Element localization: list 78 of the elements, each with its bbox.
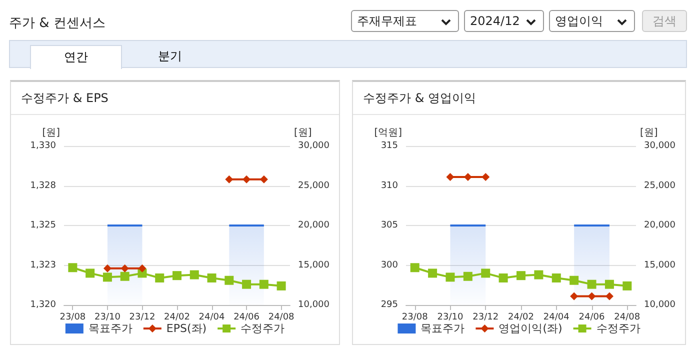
dropdown-field: 주재무제표 bbox=[351, 10, 459, 32]
x-tick-label: 24/06 bbox=[234, 312, 260, 322]
legend-label: 수정주가 bbox=[596, 322, 640, 335]
x-tick-label: 24/06 bbox=[578, 312, 606, 322]
x-tick-label: 23/12 bbox=[472, 312, 499, 322]
point bbox=[570, 276, 579, 285]
point bbox=[259, 280, 268, 289]
point bbox=[622, 281, 632, 290]
y2-tick-label: 10,000 bbox=[298, 300, 330, 310]
y-tick-label: 300 bbox=[380, 260, 398, 270]
point bbox=[102, 272, 112, 282]
point bbox=[587, 280, 596, 289]
dropdown-field: 2024/12 bbox=[464, 10, 544, 32]
legend-label: 영업이익(좌) bbox=[498, 322, 562, 335]
x-tick-label: 23/10 bbox=[437, 312, 464, 322]
x-tick-label: 24/02 bbox=[508, 312, 534, 322]
y-tick-label: 315 bbox=[380, 141, 398, 151]
y-axis-title: [억원] bbox=[374, 128, 402, 138]
point bbox=[120, 272, 130, 281]
point bbox=[604, 280, 614, 289]
text: 주가 & 컨센서스 bbox=[9, 15, 106, 32]
legend-label: 목표주가 bbox=[420, 322, 465, 335]
y2-tick-label: 30,000 bbox=[298, 141, 330, 151]
y2-tick-label: 15,000 bbox=[644, 260, 676, 270]
y-tick-label: 310 bbox=[380, 180, 398, 191]
point bbox=[242, 280, 252, 289]
point bbox=[410, 263, 420, 272]
y2-tick-label: 25,000 bbox=[298, 180, 330, 191]
point bbox=[481, 268, 490, 278]
x-tick-label: 23/08 bbox=[60, 312, 86, 322]
x-tick-label: 24/08 bbox=[614, 312, 640, 322]
y-tick-label: 1,323 bbox=[30, 260, 56, 270]
y2-tick-label: 20,000 bbox=[644, 220, 676, 230]
y2-tick-label: 10,000 bbox=[644, 300, 676, 310]
y2-axis-title: [원] bbox=[294, 128, 312, 138]
dropdown-field: 영업이익 bbox=[549, 10, 635, 32]
legend-label: 목표주가 bbox=[88, 322, 132, 335]
y-tick-label: 1,328 bbox=[30, 180, 56, 191]
point bbox=[428, 268, 438, 278]
point bbox=[276, 281, 286, 290]
point bbox=[552, 273, 561, 282]
text: 연간 bbox=[30, 45, 122, 69]
x-tick-label: 23/12 bbox=[129, 312, 156, 322]
x-tick-label: 24/08 bbox=[268, 312, 295, 322]
text: 검색 bbox=[642, 10, 687, 32]
point bbox=[224, 276, 234, 285]
point bbox=[207, 273, 216, 282]
y2-tick-label: 20,000 bbox=[298, 220, 330, 230]
x-tick-label: 24/04 bbox=[543, 312, 570, 322]
y2-tick-label: 30,000 bbox=[644, 141, 676, 151]
y2-tick-label: 25,000 bbox=[644, 180, 676, 191]
y-tick-label: 295 bbox=[380, 300, 398, 310]
point bbox=[68, 263, 78, 272]
point bbox=[534, 270, 544, 280]
text: 분기 bbox=[157, 48, 183, 65]
legend-label: 수정주가 bbox=[240, 322, 285, 335]
point bbox=[190, 270, 199, 280]
x-tick-label: 24/04 bbox=[198, 312, 226, 322]
point bbox=[463, 272, 472, 281]
y-axis-title: [원] bbox=[42, 128, 60, 138]
y2-tick-label: 15,000 bbox=[298, 260, 330, 270]
point bbox=[86, 268, 95, 278]
x-tick-label: 23/10 bbox=[94, 312, 121, 322]
y-tick-label: 305 bbox=[380, 220, 398, 230]
legend-label: EPS(좌) bbox=[166, 322, 207, 335]
point bbox=[155, 273, 164, 282]
chart-title: 수정주가 & 영업이익 bbox=[353, 82, 685, 115]
point bbox=[172, 271, 182, 280]
point bbox=[446, 272, 455, 282]
point bbox=[516, 271, 526, 280]
x-tick-label: 24/02 bbox=[164, 312, 190, 322]
y2-axis-title: [원] bbox=[640, 128, 658, 138]
y-tick-label: 1,330 bbox=[30, 141, 56, 151]
x-tick-label: 23/08 bbox=[402, 312, 428, 322]
point bbox=[498, 273, 508, 282]
y-tick-label: 1,320 bbox=[30, 300, 56, 310]
chart-title: 수정주가 & EPS bbox=[11, 82, 339, 115]
y-tick-label: 1,325 bbox=[30, 220, 56, 230]
